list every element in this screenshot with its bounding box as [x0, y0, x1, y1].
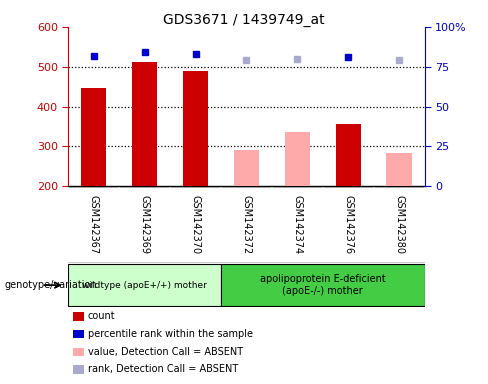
Bar: [68, 264, 221, 306]
Bar: [132, 62, 157, 186]
Text: GSM142370: GSM142370: [190, 195, 201, 254]
Text: apolipoprotein E-deficient
(apoE-/-) mother: apolipoprotein E-deficient (apoE-/-) mot…: [260, 274, 386, 296]
Text: value, Detection Call = ABSENT: value, Detection Call = ABSENT: [88, 347, 243, 357]
Text: GSM142376: GSM142376: [343, 195, 353, 254]
Text: GSM142372: GSM142372: [242, 195, 251, 254]
Text: GSM142369: GSM142369: [140, 195, 150, 254]
Bar: [221, 264, 425, 306]
Text: rank, Detection Call = ABSENT: rank, Detection Call = ABSENT: [88, 364, 238, 374]
Text: genotype/variation: genotype/variation: [5, 280, 98, 290]
Bar: [285, 132, 310, 186]
Bar: [81, 88, 106, 186]
Text: wildtype (apoE+/+) mother: wildtype (apoE+/+) mother: [82, 281, 207, 290]
Bar: [386, 153, 412, 186]
Text: count: count: [88, 311, 116, 321]
Bar: [336, 124, 361, 186]
Text: percentile rank within the sample: percentile rank within the sample: [88, 329, 253, 339]
Bar: [183, 71, 208, 186]
Text: GSM142367: GSM142367: [89, 195, 99, 254]
Text: GSM142374: GSM142374: [292, 195, 303, 254]
Text: GDS3671 / 1439749_at: GDS3671 / 1439749_at: [163, 13, 325, 27]
Text: GSM142380: GSM142380: [394, 195, 404, 254]
Bar: [234, 151, 259, 186]
